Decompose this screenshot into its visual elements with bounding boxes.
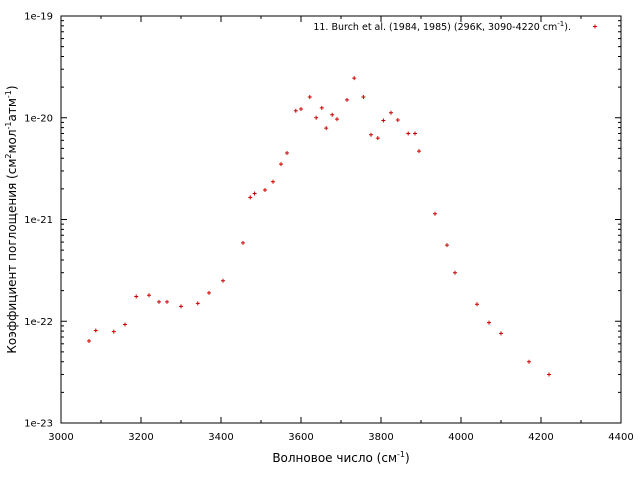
y-axis-label-sup2: -1 <box>4 121 13 129</box>
legend-label: 11. Burch et al. (1984, 1985) (296K, 309… <box>313 20 571 33</box>
data-point <box>361 94 366 99</box>
data-point <box>293 108 298 113</box>
data-point <box>134 294 139 299</box>
x-axis-label-tail: ) <box>405 451 410 465</box>
y-axis-label-sup3: -1 <box>4 90 13 98</box>
y-axis-label-mid1: мол <box>5 129 19 153</box>
y-axis-label-tail: ) <box>5 85 19 90</box>
data-point <box>499 331 503 336</box>
x-axis-label-sup: -1 <box>397 450 405 459</box>
data-point <box>147 293 151 298</box>
data-point <box>433 211 437 216</box>
data-point <box>165 299 169 304</box>
y-axis-label: Коэффициент поглощения (см2мол-1атм-1) <box>4 85 19 353</box>
data-point <box>271 179 275 184</box>
data-point <box>453 270 457 275</box>
data-point <box>413 131 417 136</box>
data-point <box>369 132 373 137</box>
data-point <box>195 301 200 306</box>
x-tick-label: 3200 <box>128 432 153 443</box>
data-point <box>395 118 400 123</box>
x-tick-label: 3400 <box>208 432 233 443</box>
data-point <box>445 243 449 248</box>
y-tick-label: 1e-21 <box>24 215 53 226</box>
data-point <box>527 359 531 364</box>
x-axis-label: Волновое число (см-1) <box>272 450 409 465</box>
x-tick-label: 4000 <box>448 432 473 443</box>
data-point <box>279 162 283 167</box>
y-axis-label-sup1: 2 <box>4 154 13 159</box>
data-point <box>406 131 411 136</box>
y-axis-label-main: Коэффициент поглощения (см <box>5 159 19 354</box>
data-point <box>324 126 329 131</box>
data-point <box>417 149 421 154</box>
x-tick-label: 4200 <box>528 432 553 443</box>
data-point <box>335 117 339 122</box>
x-tick-labels: 3000 3200 3400 3600 3800 4000 4200 4400 <box>48 432 633 443</box>
data-point <box>487 320 491 325</box>
legend-label-main: 11. Burch et al. (1984, 1985) (296K, 309… <box>313 22 557 33</box>
legend-marker <box>593 24 597 29</box>
legend-label-sup: -1 <box>557 20 564 28</box>
data-point <box>263 187 267 192</box>
data-point <box>547 372 551 377</box>
data-point <box>111 329 116 334</box>
plot-frame <box>60 15 622 424</box>
legend: 11. Burch et al. (1984, 1985) (296K, 309… <box>313 20 597 33</box>
data-point <box>123 322 127 327</box>
y-axis-label-mid2: атм <box>5 98 19 121</box>
legend-label-tail: ). <box>564 22 571 33</box>
data-point <box>241 240 245 245</box>
data-point <box>307 94 312 99</box>
x-tick-label: 3800 <box>368 432 393 443</box>
x-tick-label: 3600 <box>288 432 313 443</box>
data-points <box>87 76 551 377</box>
tick-marks <box>60 15 622 424</box>
data-point <box>330 112 335 117</box>
y-tick-label: 1e-19 <box>24 12 53 23</box>
data-point <box>221 278 225 283</box>
y-tick-label: 1e-23 <box>24 419 53 430</box>
data-point <box>252 191 257 196</box>
data-point <box>93 328 98 333</box>
data-point <box>207 290 211 295</box>
data-point <box>179 304 183 309</box>
data-point <box>285 151 289 156</box>
x-tick-label: 3000 <box>48 432 73 443</box>
y-tick-label: 1e-22 <box>24 317 53 328</box>
data-point <box>375 136 380 141</box>
data-point <box>299 106 303 111</box>
x-axis-label-main: Волновое число (см <box>272 451 397 465</box>
data-point <box>352 76 357 81</box>
data-point <box>87 338 91 343</box>
data-point <box>314 115 319 120</box>
data-point <box>319 105 324 110</box>
y-tick-labels: 1e-23 1e-22 1e-21 1e-20 1e-19 <box>24 12 53 430</box>
data-point <box>475 302 479 307</box>
data-point <box>345 97 349 102</box>
legend-marker-plus <box>593 24 597 29</box>
data-point <box>157 299 161 304</box>
x-tick-label: 4400 <box>608 432 633 443</box>
data-point <box>381 118 386 123</box>
y-tick-label: 1e-20 <box>24 113 53 124</box>
data-point <box>248 195 253 200</box>
data-point <box>389 110 393 115</box>
